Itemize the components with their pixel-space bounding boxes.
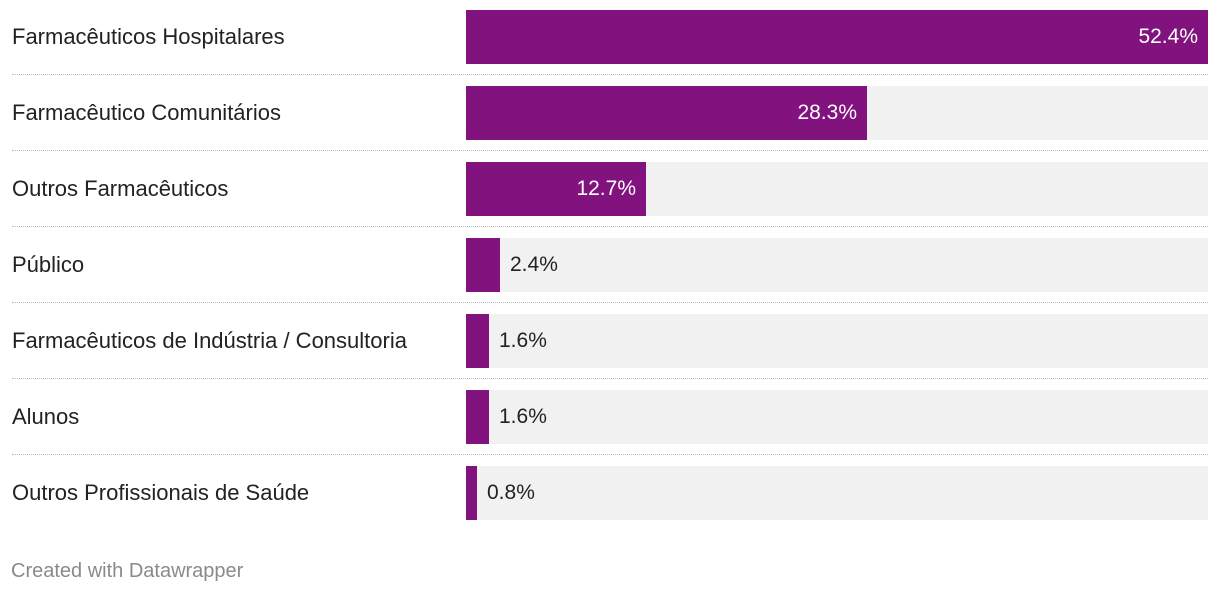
value-label: 52.4% bbox=[1138, 25, 1198, 48]
bar bbox=[466, 238, 500, 292]
bar bbox=[466, 86, 867, 140]
bar-track: 28.3% bbox=[466, 86, 1208, 140]
value-label: 1.6% bbox=[499, 405, 547, 428]
row-divider bbox=[12, 378, 1208, 379]
bar-row: Farmacêuticos Hospitalares 52.4% bbox=[12, 10, 1208, 86]
bar-row: Farmacêuticos de Indústria / Consultoria… bbox=[12, 314, 1208, 390]
datawrapper-credit[interactable]: Created with Datawrapper bbox=[11, 560, 244, 582]
value-label: 2.4% bbox=[510, 253, 558, 276]
bar bbox=[466, 314, 489, 368]
bar-track: 1.6% bbox=[466, 390, 1208, 444]
value-label: 12.7% bbox=[576, 177, 636, 200]
category-label: Outros Farmacêuticos bbox=[12, 176, 229, 201]
bar-row: Público 2.4% bbox=[12, 238, 1208, 314]
category-label: Outros Profissionais de Saúde bbox=[12, 480, 310, 505]
bar-row: Farmacêutico Comunitários 28.3% bbox=[12, 86, 1208, 162]
category-label: Alunos bbox=[12, 404, 80, 429]
row-divider bbox=[12, 302, 1208, 303]
row-divider bbox=[12, 454, 1208, 455]
bar-row: Outros Profissionais de Saúde 0.8% bbox=[12, 466, 1208, 542]
bar bbox=[466, 390, 489, 444]
row-divider bbox=[12, 226, 1208, 227]
bar bbox=[466, 10, 1208, 64]
bar-track: 52.4% bbox=[466, 10, 1208, 64]
bar-row: Outros Farmacêuticos 12.7% bbox=[12, 162, 1208, 238]
value-label: 28.3% bbox=[797, 101, 857, 124]
value-label: 0.8% bbox=[487, 481, 535, 504]
bar-row: Alunos 1.6% bbox=[12, 390, 1208, 466]
category-label: Farmacêutico Comunitários bbox=[12, 100, 281, 125]
bar-track: 0.8% bbox=[466, 466, 1208, 520]
value-label: 1.6% bbox=[499, 329, 547, 352]
category-label: Farmacêuticos de Indústria / Consultoria bbox=[12, 328, 407, 353]
row-divider bbox=[12, 150, 1208, 151]
bar bbox=[466, 466, 477, 520]
bar-chart: Farmacêuticos Hospitalares 52.4% Farmacêut… bbox=[12, 10, 1208, 542]
bar-track: 2.4% bbox=[466, 238, 1208, 292]
row-divider bbox=[12, 74, 1208, 75]
category-label: Público bbox=[12, 252, 85, 277]
bar-track: 1.6% bbox=[466, 314, 1208, 368]
bar bbox=[466, 162, 646, 216]
bar-track: 12.7% bbox=[466, 162, 1208, 216]
category-label: Farmacêuticos Hospitalares bbox=[12, 24, 285, 49]
